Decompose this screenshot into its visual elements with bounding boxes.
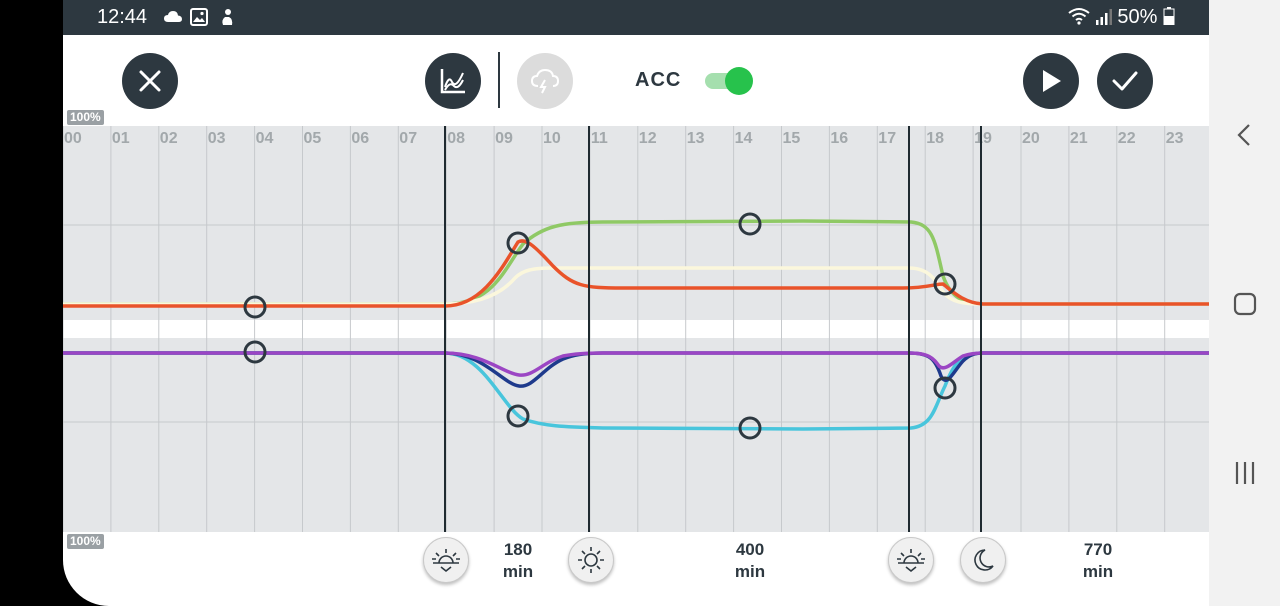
hour-label: 05 <box>304 130 322 147</box>
hour-label: 13 <box>687 130 705 147</box>
sun-icon <box>578 547 604 573</box>
graph-separator <box>63 320 1209 338</box>
status-bar: 12:44 50% <box>63 0 1209 35</box>
duration-unit: min <box>1082 562 1114 581</box>
home-button[interactable] <box>1231 290 1259 318</box>
duration-day: 400 min <box>720 539 780 583</box>
purple-channel-curve <box>63 351 1209 377</box>
hour-label: 22 <box>1118 130 1136 147</box>
acc-label: ACC <box>635 69 682 91</box>
hour-label: 04 <box>256 130 274 147</box>
duration-value: 400 <box>735 540 765 559</box>
status-time: 12:44 <box>97 6 148 28</box>
hour-label: 03 <box>208 130 226 147</box>
recents-icon <box>1235 462 1255 484</box>
close-button[interactable] <box>122 53 178 109</box>
hour-label: 11 <box>591 130 608 147</box>
hour-label: 09 <box>495 130 513 147</box>
hour-label: 21 <box>1070 130 1088 147</box>
daylight-button[interactable] <box>568 537 614 583</box>
hour-label: 07 <box>399 130 417 147</box>
image-icon <box>190 8 208 31</box>
hour-label: 00 <box>64 130 82 147</box>
sunrise-icon <box>432 549 460 573</box>
weather-button[interactable] <box>517 53 573 109</box>
handle-day-lower[interactable] <box>738 416 762 440</box>
sunrise-button[interactable] <box>423 537 469 583</box>
wifi-icon <box>1068 7 1090 30</box>
battery-percent: 50% <box>1117 6 1158 28</box>
confirm-button[interactable] <box>1097 53 1153 109</box>
app-screen: ACC 100% 100% 00 01 02 03 04 05 06 07 08 09 10 11 12… <box>63 35 1209 606</box>
recents-button[interactable] <box>1231 459 1259 487</box>
handle-sunset-lower[interactable] <box>933 376 957 400</box>
handle-sunset-upper[interactable] <box>933 272 957 296</box>
hour-label: 14 <box>735 130 753 147</box>
light-curve-graph[interactable]: 00 01 02 03 04 05 06 07 08 09 10 11 12 13 14 15 16 17 18 19… <box>63 126 1209 532</box>
sunset-button[interactable] <box>888 537 934 583</box>
toolbar-divider <box>498 52 500 108</box>
cloud-icon <box>163 8 183 29</box>
handle-sunrise-dip[interactable] <box>506 404 530 428</box>
handle-night-upper[interactable] <box>243 295 267 319</box>
duration-value: 180 <box>503 540 533 559</box>
night-button[interactable] <box>960 537 1006 583</box>
handle-day-upper[interactable] <box>738 212 762 236</box>
acc-toggle[interactable] <box>705 67 753 95</box>
duration-unit: min <box>734 562 766 581</box>
back-button[interactable] <box>1231 121 1259 149</box>
top-percent-label: 100% <box>67 110 104 125</box>
check-icon <box>1112 71 1138 91</box>
orange-channel-curve <box>63 239 1209 308</box>
battery-level: 50% <box>1117 6 1175 29</box>
hour-label: 18 <box>926 130 944 147</box>
hour-gridlines <box>63 126 1166 532</box>
hour-label: 17 <box>878 130 896 147</box>
moon-icon <box>974 549 994 571</box>
hour-label: 23 <box>1166 130 1184 147</box>
back-icon <box>1237 124 1250 146</box>
hour-label: 10 <box>543 130 561 147</box>
cyan-channel-curve <box>63 351 1209 431</box>
hour-label: 16 <box>830 130 848 147</box>
hour-label: 08 <box>447 130 465 147</box>
duration-night: 770 min <box>1068 539 1128 583</box>
acc-toggle-knob <box>725 67 753 95</box>
hour-label: 19 <box>974 130 992 147</box>
duration-unit: min <box>502 562 534 581</box>
handle-night-lower[interactable] <box>243 340 267 364</box>
duration-value: 770 <box>1083 540 1113 559</box>
sunset-icon <box>897 549 925 573</box>
play-button[interactable] <box>1023 53 1079 109</box>
chart-icon <box>440 69 465 94</box>
bottom-percent-label: 100% <box>67 534 104 549</box>
curve-handles[interactable] <box>243 212 957 440</box>
hour-label: 01 <box>112 130 130 147</box>
chart-button[interactable] <box>425 53 481 109</box>
system-nav-bar <box>1209 0 1280 606</box>
signal-icon <box>1095 9 1113 30</box>
hour-label: 20 <box>1022 130 1040 147</box>
battery-icon <box>1163 7 1175 26</box>
hour-label: 15 <box>783 130 801 147</box>
handle-sunrise-peak[interactable] <box>506 231 530 255</box>
hour-labels: 00 01 02 03 04 05 06 07 08 09 10 11 12 13 14 15 16 17 18 19… <box>64 130 1184 147</box>
play-icon <box>1043 70 1061 92</box>
lower-graph-area <box>63 338 1209 532</box>
event-markers <box>444 126 982 532</box>
storm-cloud-icon <box>530 68 560 94</box>
hour-label: 12 <box>639 130 657 147</box>
notification-icon <box>219 8 235 31</box>
hour-label: 06 <box>351 130 369 147</box>
duration-sunrise-day: 180 min <box>488 539 548 583</box>
home-icon <box>1233 292 1257 316</box>
hour-label: 02 <box>160 130 178 147</box>
close-icon <box>139 70 161 92</box>
